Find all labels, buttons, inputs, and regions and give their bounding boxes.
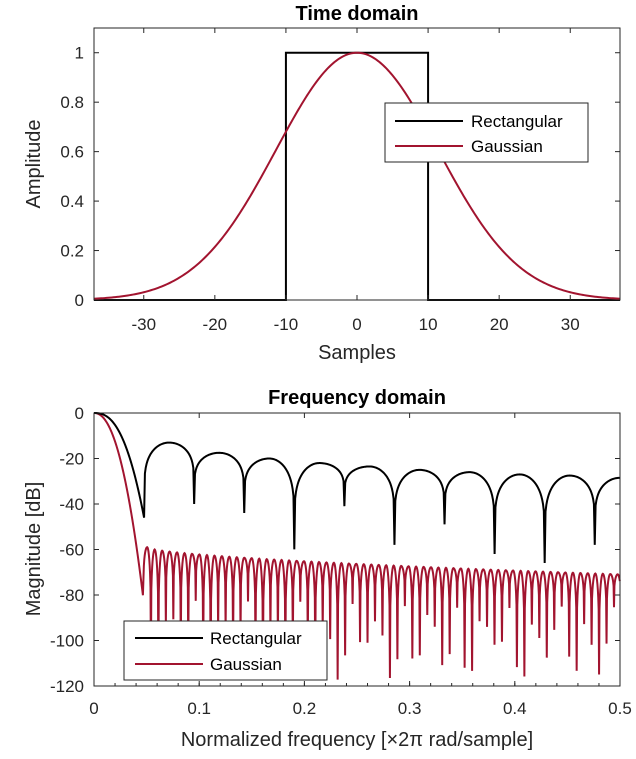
y-tick-label: 0.4 <box>60 192 84 211</box>
series-gaussian-spectrum <box>93 412 621 680</box>
x-tick-label: 0.5 <box>608 699 632 718</box>
frequency-domain-x-label: Normalized frequency [×2π rad/sample] <box>181 729 533 751</box>
frequency-domain-y-label: Magnitude [dB] <box>23 482 45 617</box>
y-tick-label: -60 <box>59 541 84 560</box>
y-tick-label: 1 <box>75 44 84 63</box>
x-tick-label: 0 <box>352 315 361 334</box>
time-domain-y-label: Amplitude <box>23 120 45 209</box>
x-tick-label: 0 <box>89 699 98 718</box>
y-tick-label: 0.8 <box>60 93 84 112</box>
legend-box <box>123 620 328 681</box>
y-tick-label: 0.2 <box>60 242 84 261</box>
series-gaussian-line <box>93 51 621 300</box>
legend-label-rectangular: Rectangular <box>471 112 563 131</box>
x-tick-label: -10 <box>274 315 299 334</box>
y-tick-label: 0.6 <box>60 143 84 162</box>
time-domain-plot-area <box>94 28 620 300</box>
y-tick-label: -100 <box>50 632 84 651</box>
time-domain-title: Time domain <box>296 3 419 25</box>
x-tick-label: 0.2 <box>293 699 317 718</box>
x-tick-label: 0.3 <box>398 699 422 718</box>
x-tick-label: 0.1 <box>187 699 211 718</box>
x-tick-label: 10 <box>419 315 438 334</box>
x-tick-label: -30 <box>131 315 156 334</box>
y-tick-label: -80 <box>59 586 84 605</box>
frequency-domain-y-ticks: -120 -100 -80 -60 -40 -20 0 <box>50 404 620 696</box>
time-domain-x-ticks: -30 -20 -10 0 10 20 30 <box>131 28 580 334</box>
frequency-domain-chart: Frequency domain 0 0.1 0.2 0.3 0.4 0.5 -120-1… <box>23 387 632 751</box>
series-rectangular-spectrum <box>94 412 620 564</box>
legend-box <box>384 102 589 163</box>
time-domain-legend: Rectangular Gaussian <box>384 102 589 163</box>
y-tick-label: 0 <box>75 404 84 423</box>
legend-label-gaussian: Gaussian <box>471 137 543 156</box>
y-tick-label: -40 <box>59 495 84 514</box>
frequency-domain-x-ticks: 0 0.1 0.2 0.3 0.4 0.5 <box>89 413 632 718</box>
y-tick-label: -120 <box>50 677 84 696</box>
x-tick-label: 0.4 <box>503 699 527 718</box>
legend-label-gaussian: Gaussian <box>210 655 282 674</box>
legend-label-rectangular: Rectangular <box>210 629 302 648</box>
frequency-domain-series <box>93 412 621 680</box>
y-tick-label: -20 <box>59 450 84 469</box>
time-domain-y-ticks: 0 0.2 0.4 0.6 0.8 1 <box>60 44 620 310</box>
frequency-domain-title: Frequency domain <box>268 387 446 409</box>
x-tick-label: 20 <box>490 315 509 334</box>
time-domain-x-label: Samples <box>318 342 396 364</box>
time-domain-chart: Time domain -30 -20 -10 0 10 20 30 00.20.40.60… <box>23 3 621 364</box>
x-tick-label: -20 <box>203 315 228 334</box>
x-tick-label: 30 <box>561 315 580 334</box>
y-tick-label: 0 <box>75 291 84 310</box>
frequency-domain-legend: Rectangular Gaussian <box>123 620 328 681</box>
